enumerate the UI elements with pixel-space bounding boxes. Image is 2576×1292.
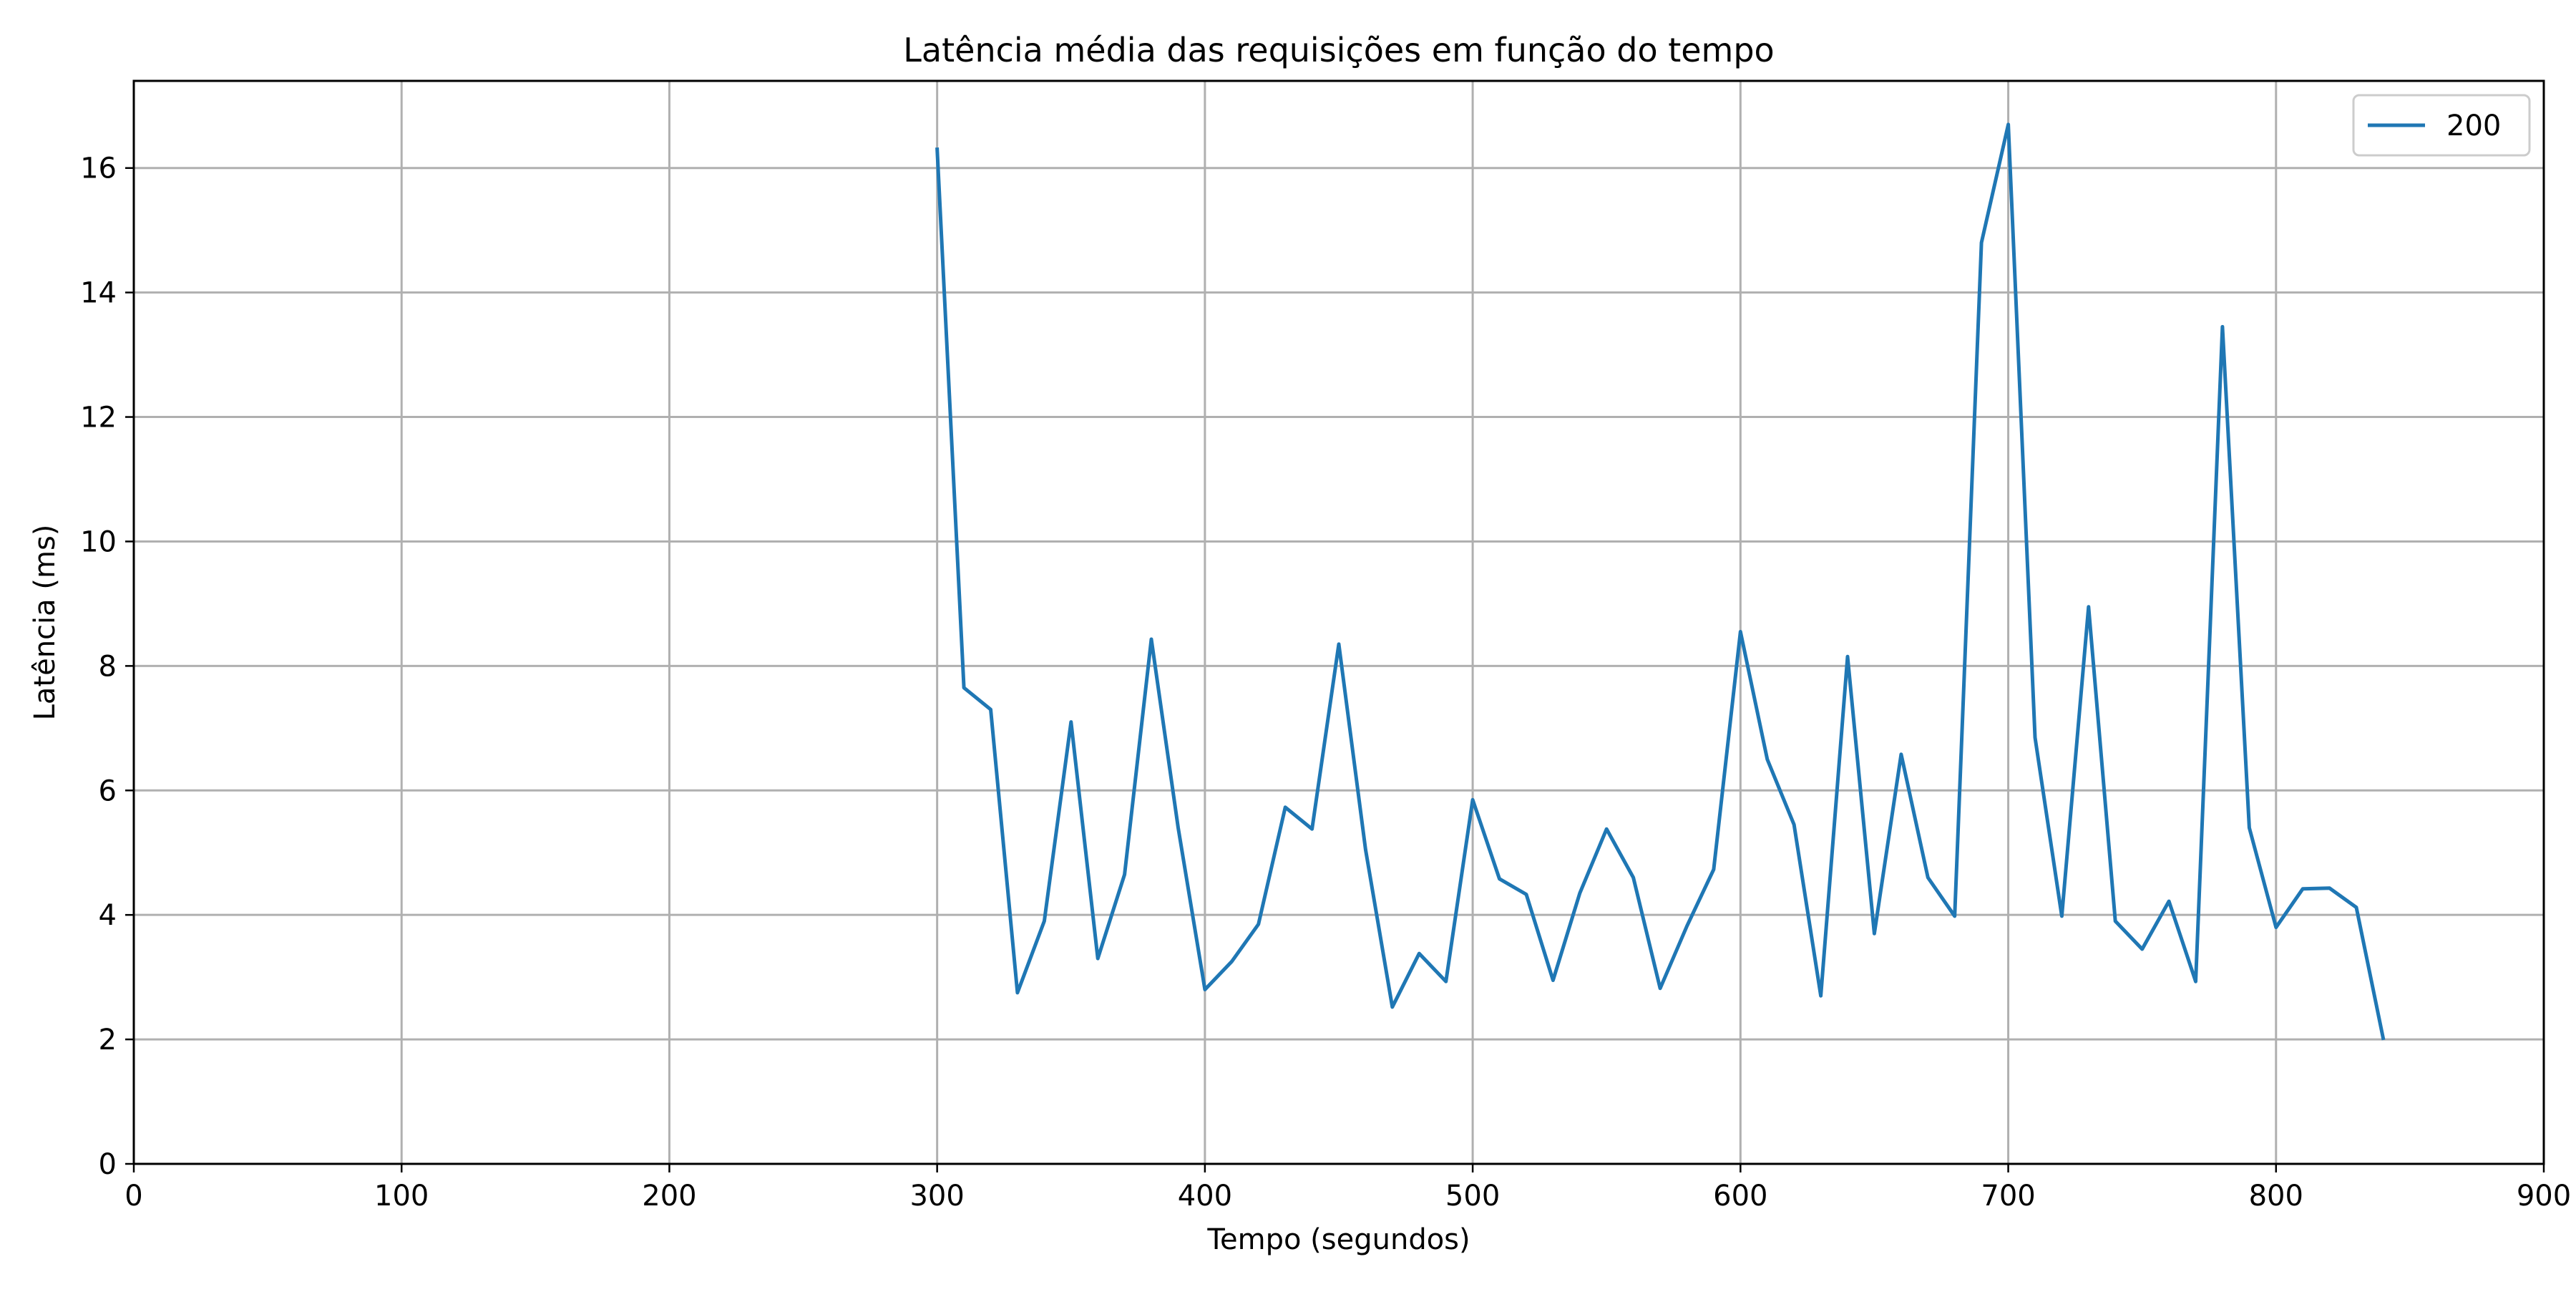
legend-box: [2352, 94, 2531, 157]
y-tick-label: 4: [99, 899, 117, 932]
y-tick-label: 8: [99, 650, 117, 683]
y-tick-label: 0: [99, 1148, 117, 1181]
x-tick-label: 200: [642, 1180, 696, 1213]
y-tick-label: 2: [99, 1024, 117, 1057]
x-tick-label: 500: [1445, 1180, 1500, 1213]
x-tick-label: 800: [2249, 1180, 2303, 1213]
legend-label: 200: [2446, 110, 2501, 142]
ticks: 0 100 200 300 400 500 600 700 800 900 0 2 4 6 8 10 12 14 1…: [80, 152, 2571, 1213]
x-tick-label: 300: [909, 1180, 964, 1213]
y-tick-label: 14: [80, 277, 117, 310]
series-layer: [935, 122, 2386, 1041]
x-axis-label: Tempo (segundos): [1206, 1223, 1470, 1256]
y-tick-label: 6: [99, 774, 117, 807]
legend: 200: [2352, 94, 2531, 157]
y-axis-label: Latência (ms): [29, 525, 62, 721]
series-line: [935, 122, 2386, 1041]
chart-title: Latência média das requisições em função…: [903, 31, 1774, 69]
plot-frame: [132, 79, 2545, 1165]
x-tick-label: 400: [1178, 1180, 1232, 1213]
x-tick-label: 0: [125, 1180, 142, 1213]
y-tick-label: 12: [80, 402, 117, 434]
x-tick-label: 900: [2517, 1180, 2571, 1213]
x-tick-label: 700: [1981, 1180, 2035, 1213]
x-tick-label: 600: [1713, 1180, 1767, 1213]
y-tick-label: 10: [80, 525, 117, 558]
x-tick-label: 100: [374, 1180, 429, 1213]
y-tick-label: 16: [80, 152, 117, 185]
